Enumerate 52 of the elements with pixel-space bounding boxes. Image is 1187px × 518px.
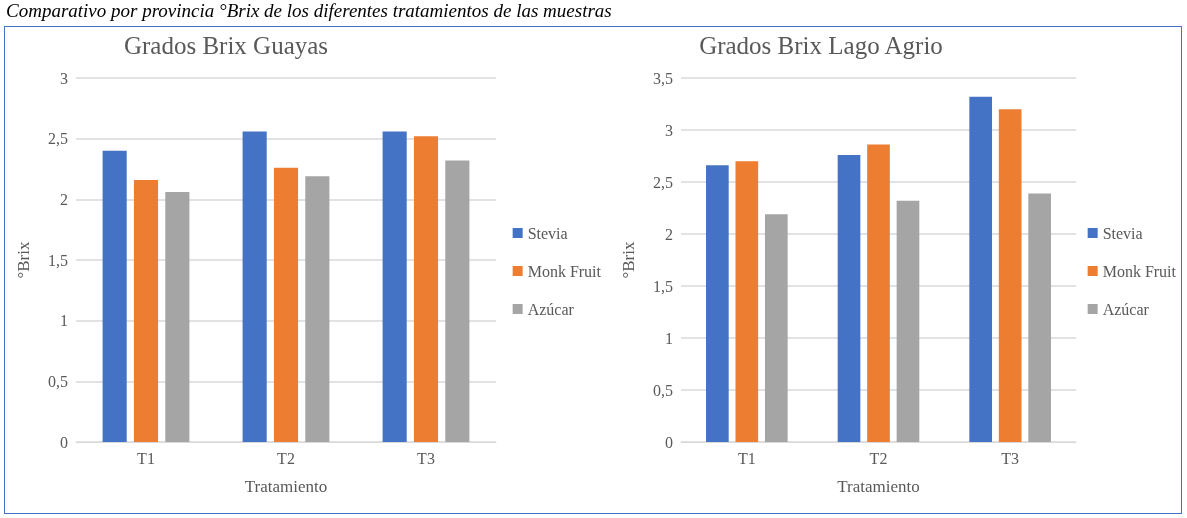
- bar: [242, 131, 267, 442]
- bar: [764, 214, 788, 442]
- x-axis-title: Tratamiento: [244, 477, 328, 496]
- y-axis-title: °Brix: [619, 240, 638, 279]
- bar: [413, 136, 439, 442]
- text: Comparativo por provincia °Brix de los diferentes tratamientos de las muestras: [6, 0, 612, 22]
- legend-label: Monk Fruit: [1102, 262, 1177, 280]
- legend-label: Stevia: [527, 224, 568, 242]
- x-tick-label: T3: [1001, 449, 1020, 467]
- y-tick-label: 1,5: [653, 277, 673, 295]
- chart-title: Grados Brix Lago Agrio: [699, 32, 943, 59]
- legend-label: Monk Fruit: [527, 262, 602, 280]
- x-tick-label: T1: [737, 449, 756, 467]
- x-axis-title: Tratamiento: [837, 477, 920, 496]
- bar: [165, 192, 190, 442]
- y-tick-label: 0: [665, 433, 673, 451]
- y-tick-label: 2,5: [48, 130, 68, 148]
- y-tick-label: 0,5: [48, 372, 68, 390]
- bar: [735, 161, 759, 442]
- y-tick-label: 1,5: [48, 251, 68, 269]
- y-tick-label: 3: [60, 69, 68, 87]
- bar: [706, 165, 729, 442]
- bar: [837, 154, 861, 442]
- bar: [445, 160, 470, 442]
- x-tick-label: T2: [869, 449, 888, 467]
- x-tick-label: T1: [137, 449, 155, 467]
- y-tick-label: 2: [60, 190, 68, 208]
- bar: [998, 109, 1022, 442]
- legend-label: Stevia: [1102, 224, 1143, 242]
- chart-title: Grados Brix Guayas: [123, 32, 329, 59]
- y-tick-label: 0: [60, 433, 68, 451]
- x-tick-label: T3: [417, 449, 435, 467]
- bar: [273, 167, 299, 442]
- bar: [867, 144, 890, 442]
- y-tick-label: 1: [665, 329, 673, 347]
- bar: [133, 179, 159, 442]
- y-tick-label: 2,5: [653, 173, 673, 191]
- bar: [305, 176, 330, 442]
- legend-label: Azúcar: [1102, 300, 1150, 318]
- bar: [1028, 193, 1051, 442]
- bar: [969, 96, 993, 442]
- y-axis-title: °Brix: [14, 240, 33, 279]
- legend-label: Azúcar: [527, 300, 575, 318]
- bar: [382, 131, 407, 442]
- x-tick-label: T2: [277, 449, 295, 467]
- y-tick-label: 3: [665, 121, 673, 139]
- y-tick-label: 3,5: [653, 69, 673, 87]
- y-tick-label: 2: [665, 225, 673, 243]
- bar: [102, 150, 127, 442]
- bar: [896, 200, 920, 442]
- y-tick-label: 1: [60, 312, 68, 330]
- y-tick-label: 0,5: [653, 381, 673, 399]
